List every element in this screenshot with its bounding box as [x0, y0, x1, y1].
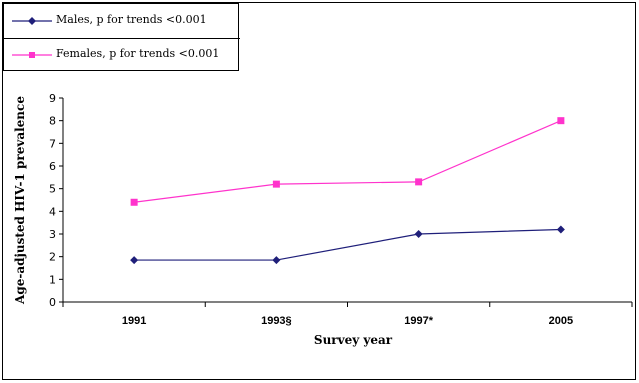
data-point-females — [415, 178, 423, 186]
y-tick-label: 3 — [49, 228, 56, 241]
y-tick-label: 8 — [49, 115, 56, 128]
data-point-males — [272, 256, 281, 265]
x-ticks: 1991 1993§ 1997* 2005 — [62, 302, 633, 327]
data-point-males — [130, 256, 139, 265]
y-tick-label: 1 — [49, 273, 56, 286]
y-ticks: 0 1 2 3 4 5 6 7 8 9 — [49, 92, 63, 309]
x-tick-label: 1993§ — [261, 315, 292, 327]
legend-swatch-females — [12, 52, 52, 58]
y-tick-label: 7 — [49, 137, 56, 150]
y-axis-title: Age-adjusted HIV-1 prevalence — [13, 96, 27, 305]
x-axis-title: Survey year — [314, 333, 393, 347]
x-tick-label: 2005 — [549, 315, 573, 327]
y-tick-label: 2 — [49, 251, 56, 264]
series-group — [130, 117, 565, 265]
y-tick-label: 5 — [49, 183, 56, 196]
data-point-males — [556, 225, 565, 234]
y-tick-label: 6 — [49, 160, 56, 173]
legend-swatch-males — [12, 17, 52, 25]
y-tick-label: 0 — [49, 296, 56, 309]
legend-label-females: Females, p for trends <0.001 — [56, 47, 220, 60]
y-tick-label: 9 — [49, 92, 56, 105]
legend-item-males: Males, p for trends <0.001 — [4, 4, 240, 38]
legend-divider — [4, 38, 240, 39]
data-point-males — [414, 230, 423, 238]
x-tick-label: 1997* — [404, 315, 433, 327]
x-tick-label: 1991 — [122, 315, 146, 327]
legend: Males, p for trends <0.001 Females, p fo… — [3, 3, 240, 72]
legend-label-males: Males, p for trends <0.001 — [56, 13, 207, 26]
series-line-females — [134, 120, 562, 203]
series-line-males — [134, 228, 561, 261]
data-point-females — [557, 117, 565, 125]
data-point-females — [130, 198, 138, 206]
y-tick-label: 4 — [49, 205, 56, 218]
legend-item-females: Females, p for trends <0.001 — [4, 38, 240, 72]
data-point-females — [272, 180, 280, 188]
